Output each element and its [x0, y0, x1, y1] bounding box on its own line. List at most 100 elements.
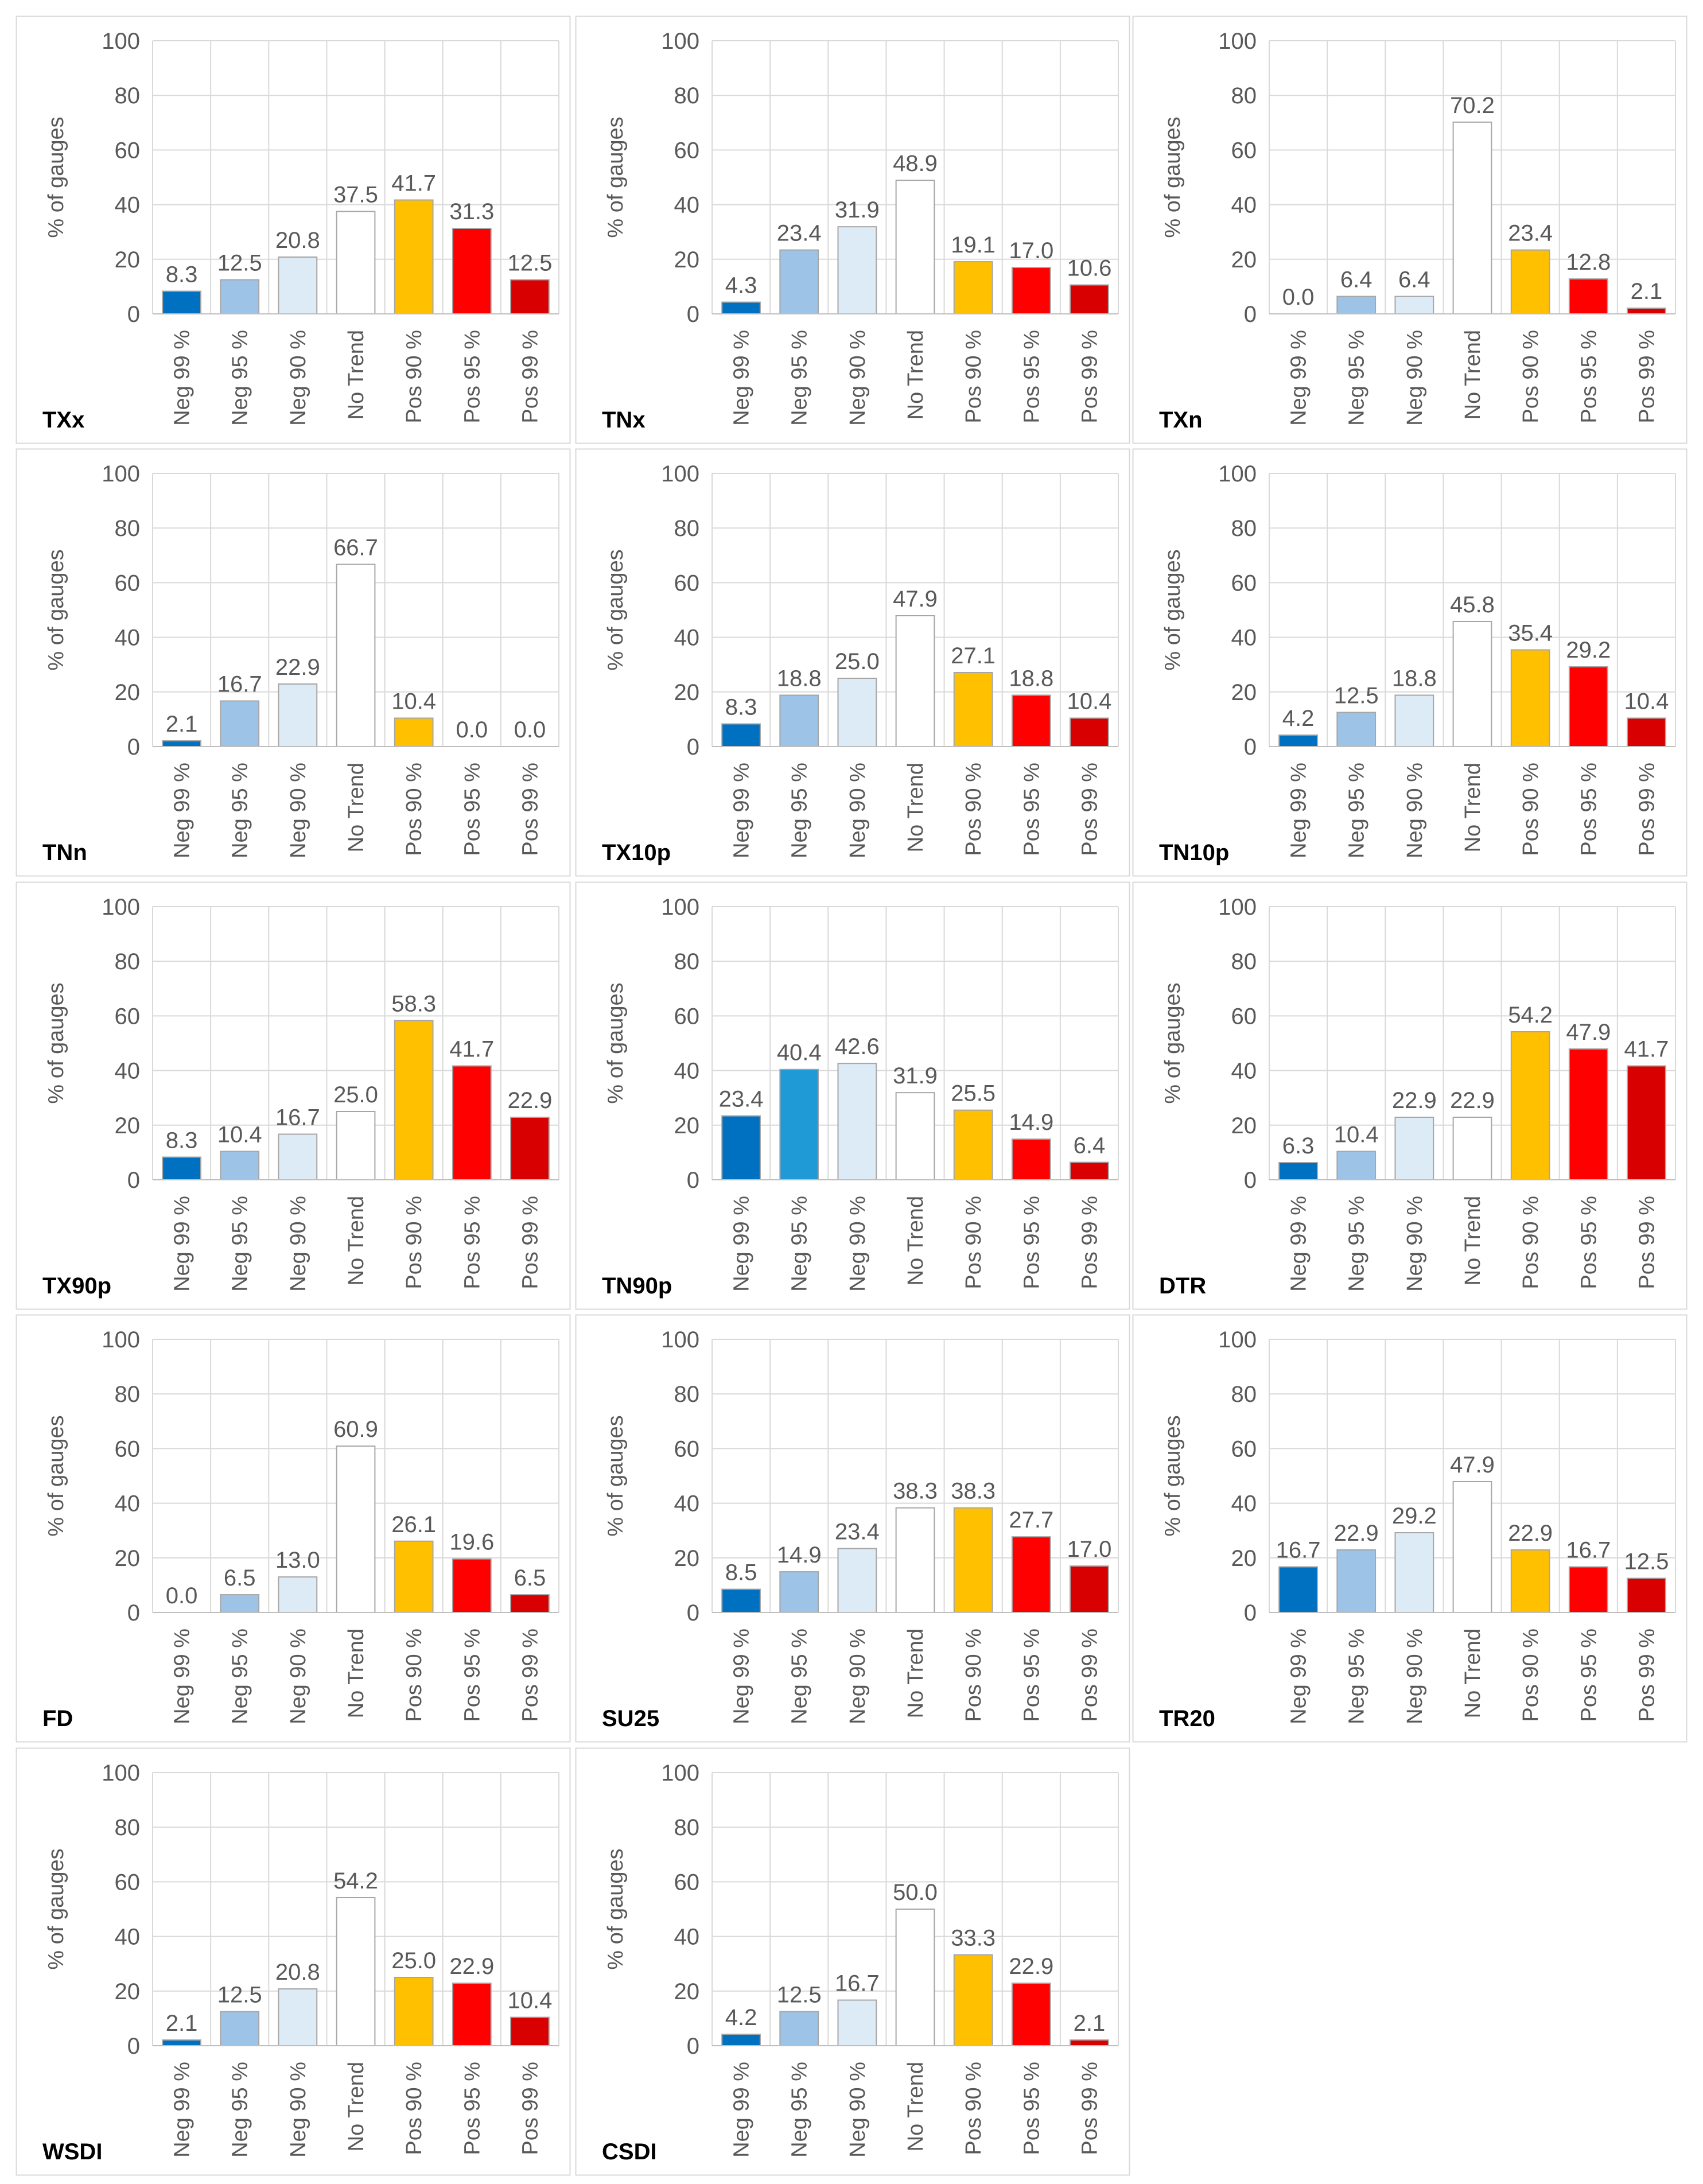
data-label: 17.0	[1067, 1537, 1111, 1562]
x-tick-label: No Trend	[904, 330, 928, 419]
data-label: 6.4	[1074, 1133, 1106, 1159]
y-axis-label: % of gauges	[44, 549, 68, 670]
data-label: 54.2	[333, 1868, 378, 1894]
bar-tx90p-5	[394, 1020, 434, 1180]
x-tick-label: Pos 90 %	[402, 1629, 426, 1722]
x-tick-label: Pos 99 %	[1078, 1196, 1102, 1289]
bar-tnn-3	[278, 683, 318, 747]
panel-border	[1132, 448, 1688, 877]
x-tick-label: Neg 99 %	[1287, 1629, 1311, 1724]
data-label: 50.0	[893, 1880, 938, 1905]
data-label: 0.0	[1282, 285, 1315, 310]
x-tick-label: Pos 95 %	[1577, 1629, 1601, 1722]
data-label: 6.4	[1340, 267, 1372, 293]
bar-tn90p-1	[721, 1115, 761, 1180]
bar-txn-2	[1336, 296, 1377, 315]
data-label: 22.9	[275, 655, 320, 680]
y-axis-label: % of gauges	[604, 1848, 628, 1969]
y-tick-label: 20	[1231, 247, 1257, 273]
x-tick-label: No Trend	[904, 1629, 928, 1718]
bar-tx90p-2	[220, 1151, 260, 1181]
y-tick-label: 20	[674, 1546, 700, 1571]
bar-txx-7	[510, 279, 550, 314]
x-tick-label: Neg 95 %	[788, 330, 812, 426]
bar-su25-7	[1070, 1565, 1109, 1613]
y-axis-label: % of gauges	[1161, 982, 1185, 1103]
data-label: 17.0	[1009, 238, 1053, 263]
x-tick-label: Neg 95 %	[1345, 1196, 1369, 1292]
x-tick-label: Neg 90 %	[286, 330, 310, 426]
x-tick-label: Neg 99 %	[730, 1196, 754, 1292]
data-label: 16.7	[275, 1105, 320, 1130]
x-tick-label: No Trend	[1461, 1196, 1485, 1285]
data-label: 22.9	[1009, 1954, 1053, 1979]
y-tick-label: 0	[1244, 1600, 1257, 1626]
data-label: 22.9	[1450, 1088, 1495, 1113]
chart-title: TXx	[42, 407, 84, 433]
data-label: 12.5	[1334, 683, 1379, 709]
bar-dtr-3	[1394, 1116, 1434, 1180]
bar-tx10p-1	[721, 723, 761, 748]
bar-tn10p-6	[1568, 666, 1608, 747]
bar-tr20-4	[1452, 1480, 1492, 1613]
x-tick-label: Neg 99 %	[730, 2062, 754, 2158]
y-tick-label: 0	[127, 1168, 140, 1193]
data-label: 10.4	[217, 1122, 262, 1147]
chart-title: TN10p	[1159, 840, 1229, 865]
bar-tnx-2	[779, 249, 819, 314]
y-tick-label: 0	[687, 2034, 699, 2059]
chart-title: TNn	[42, 840, 87, 865]
data-label: 8.3	[725, 694, 757, 720]
data-label: 16.7	[1566, 1538, 1611, 1563]
chart-title: DTR	[1159, 1273, 1206, 1299]
data-label: 60.9	[333, 1417, 378, 1442]
chart-panel-tx10p: 0 20 40 60 80 100 % of gauges 8.3 Neg 99 % 18.8 Ne…	[575, 448, 1130, 877]
data-label: 18.8	[777, 666, 822, 691]
y-tick-label: 60	[674, 570, 700, 596]
data-label: 4.3	[725, 273, 757, 298]
x-tick-label: Neg 90 %	[286, 763, 310, 858]
chart-panel-su25: 0 20 40 60 80 100 % of gauges 8.5 Neg 99 % 14.9 Ne…	[575, 1314, 1130, 1743]
bar-txx-5	[394, 199, 434, 314]
data-label: 33.3	[951, 1925, 996, 1950]
y-tick-label: 80	[1231, 516, 1257, 541]
chart-panel-dtr: 0 20 40 60 80 100 % of gauges 6.3 Neg 99 % 10.4 Ne…	[1132, 881, 1688, 1310]
data-label: 4.2	[1282, 706, 1315, 731]
x-tick-label: Pos 90 %	[962, 1629, 986, 1722]
y-tick-label: 100	[1218, 29, 1257, 54]
y-tick-label: 40	[674, 1491, 700, 1517]
x-tick-label: Pos 90 %	[402, 330, 426, 423]
data-label: 16.7	[1276, 1538, 1321, 1563]
y-tick-label: 40	[115, 625, 141, 651]
data-label: 19.6	[449, 1530, 494, 1555]
bar-tr20-5	[1510, 1549, 1550, 1613]
x-tick-label: Neg 95 %	[228, 330, 252, 426]
y-tick-label: 0	[1244, 1168, 1257, 1193]
x-tick-label: Neg 90 %	[286, 1629, 310, 1724]
bar-wsdi-1	[162, 2039, 201, 2046]
data-label: 45.8	[1450, 592, 1495, 617]
y-tick-label: 100	[661, 895, 699, 920]
y-axis-label: % of gauges	[44, 116, 68, 238]
y-tick-label: 0	[127, 2034, 140, 2059]
bar-dtr-6	[1568, 1048, 1608, 1180]
bar-fd-2	[220, 1594, 260, 1613]
chart-title: SU25	[602, 1706, 659, 1731]
bar-tnx-7	[1070, 284, 1109, 315]
x-tick-label: Neg 99 %	[170, 330, 195, 426]
bar-tr20-3	[1394, 1532, 1434, 1613]
x-tick-label: Pos 90 %	[962, 763, 986, 856]
data-label: 48.9	[893, 151, 938, 176]
bar-wsdi-6	[452, 1982, 492, 2046]
panel-border	[1132, 15, 1688, 444]
data-label: 29.2	[1392, 1503, 1437, 1529]
bar-csdi-3	[837, 1999, 877, 2046]
x-tick-label: No Trend	[344, 330, 368, 419]
x-tick-label: No Trend	[1461, 763, 1485, 852]
y-tick-label: 60	[1231, 138, 1257, 163]
y-tick-label: 40	[674, 193, 700, 218]
bar-tnx-5	[953, 261, 993, 315]
y-tick-label: 0	[1244, 302, 1257, 327]
data-label: 8.5	[725, 1560, 757, 1585]
data-label: 27.7	[1009, 1507, 1053, 1533]
